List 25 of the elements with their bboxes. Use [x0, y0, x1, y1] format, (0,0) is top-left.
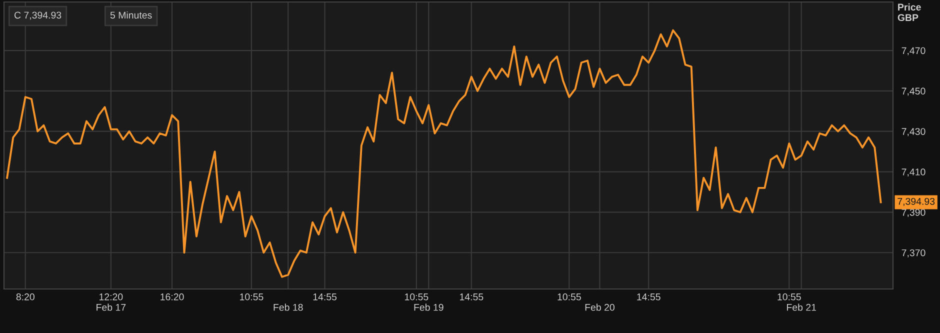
x-tick-label: 10:55: [558, 293, 581, 300]
y-tick-label: 7,390: [902, 208, 926, 217]
x-tick-label: 10:55: [778, 293, 801, 300]
y-tick-label: 7,450: [902, 88, 926, 96]
y-tick-label: 7,410: [902, 168, 926, 177]
annotation: 7,394.93: [898, 198, 935, 206]
x-tick-label: 14:55: [313, 294, 337, 300]
annotation: 5 Minutes: [110, 11, 152, 19]
x-tick-label: 10:55: [405, 293, 428, 300]
x-tick-label: Feb 20: [585, 304, 614, 311]
y-tick-label: 7,430: [902, 128, 926, 136]
y-tick-label: 7,370: [902, 249, 926, 258]
x-tick-label: 8:20: [16, 293, 34, 300]
x-tick-label: Feb 18: [274, 304, 303, 311]
x-tick-label: 14:55: [460, 294, 484, 300]
x-tick-label: Feb 21: [787, 304, 816, 311]
x-tick-label: Feb 19: [414, 304, 444, 311]
line-series: [6, 29, 882, 278]
x-tick-label: 12:20 Feb 17: [96, 293, 126, 311]
x-tick-label: 16:20: [160, 293, 184, 300]
y-axis-title: Price GBP: [898, 3, 921, 22]
x-tick-label: 14:55: [637, 294, 660, 300]
x-tick-label: 10:55: [240, 293, 264, 300]
annotation: C 7,394.93: [14, 12, 62, 20]
y-tick-label: 7,470: [902, 47, 926, 56]
